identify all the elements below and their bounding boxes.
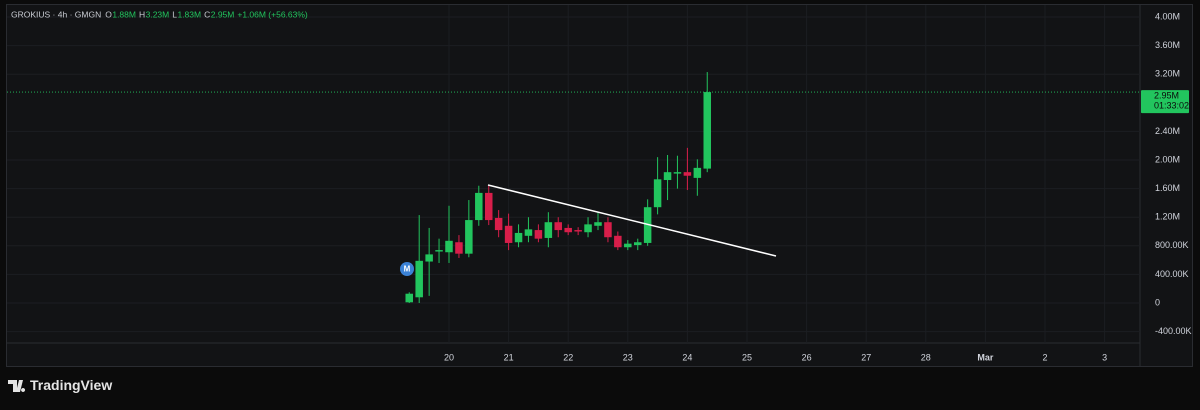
y-tick-label: 3.60M — [1155, 40, 1180, 50]
candle-body — [693, 167, 702, 178]
countdown-label: 01:33:02 — [1154, 100, 1189, 110]
ohlc-value: 2.95M — [211, 9, 235, 19]
candle-body — [683, 172, 692, 176]
grid — [7, 5, 1140, 343]
chart-frame — [6, 4, 1193, 367]
x-tick-label: 22 — [563, 352, 573, 362]
candle-body — [514, 232, 523, 243]
ohlc-key: C — [204, 9, 210, 19]
x-tick-label: 20 — [444, 352, 454, 362]
y-tick-label: 400.00K — [1155, 269, 1189, 279]
brand-name: TradingView — [30, 377, 112, 393]
x-tick-label: 23 — [623, 352, 633, 362]
trend-line — [487, 184, 777, 257]
candle-body — [584, 224, 592, 233]
x-tick-label: 27 — [861, 352, 871, 362]
y-tick-label: 2.40M — [1155, 126, 1180, 136]
y-tick-label: 1.20M — [1155, 212, 1180, 222]
candle-body — [564, 227, 572, 233]
x-tick-label: 2 — [1042, 352, 1047, 362]
y-tick-label: 3.20M — [1155, 69, 1180, 79]
candle-body — [425, 254, 433, 262]
ohlc-key: L — [172, 9, 177, 19]
x-tick-label: 24 — [682, 352, 692, 362]
x-tick-label: 26 — [802, 352, 812, 362]
y-tick-label: 4.00M — [1155, 11, 1180, 21]
candle-body — [673, 172, 682, 174]
candle-body — [594, 222, 602, 226]
candle-body — [554, 222, 562, 231]
marker-label: M — [404, 265, 411, 274]
candle-body — [415, 260, 423, 298]
candle-body — [455, 242, 463, 254]
y-tick-label: -400.00K — [1155, 326, 1192, 336]
candle-body — [574, 230, 582, 232]
candle-body — [475, 192, 483, 221]
candle-body — [484, 192, 493, 221]
ohlc-key: H — [139, 9, 145, 19]
ohlc-key: O — [105, 9, 112, 19]
x-tick-label: 25 — [742, 352, 752, 362]
marker — [400, 262, 414, 276]
candle-body — [663, 172, 672, 181]
y-tick-label: 2.00M — [1155, 154, 1180, 164]
x-tick-label: Mar — [977, 352, 994, 362]
candle-body — [544, 222, 553, 238]
y-tick-label: 800.00K — [1155, 240, 1189, 250]
brand: TradingView — [8, 377, 112, 393]
candle-body — [435, 250, 443, 252]
header: GROKIUS · 4h · GMGN O 1.88M H 3.23M L 1.83M C 2.… — [11, 9, 308, 19]
candle-body — [405, 293, 413, 303]
y-tick-label: 0 — [1155, 297, 1160, 307]
x-tick-label: 28 — [921, 352, 931, 362]
symbol: GROKIUS · 4h · GMGN — [11, 9, 101, 19]
ohlc-value: 1.88M — [112, 9, 136, 19]
candle-body — [445, 240, 453, 253]
x-tick-label: 3 — [1102, 352, 1107, 362]
candle-body — [524, 229, 533, 236]
candle-body — [624, 243, 632, 248]
y-tick-label: 1.60M — [1155, 183, 1180, 193]
brand-logo — [8, 380, 26, 392]
ohlc-value: 1.83M — [177, 9, 201, 19]
candle-body — [465, 220, 473, 254]
x-tick-label: 21 — [504, 352, 514, 362]
candle-body — [494, 217, 503, 231]
ohlc-change: +1.06M (+56.63%) — [237, 9, 308, 19]
last-price-box — [1141, 90, 1189, 114]
last-price-label: 2.95M — [1154, 90, 1179, 100]
candle-body — [504, 225, 513, 243]
candle-body — [633, 242, 642, 246]
candle-body — [604, 222, 612, 238]
ohlc-value: 3.23M — [146, 9, 170, 19]
candle-body — [653, 179, 662, 208]
candle-body — [703, 92, 711, 169]
candle-body — [614, 235, 622, 248]
candle-body — [534, 230, 543, 239]
